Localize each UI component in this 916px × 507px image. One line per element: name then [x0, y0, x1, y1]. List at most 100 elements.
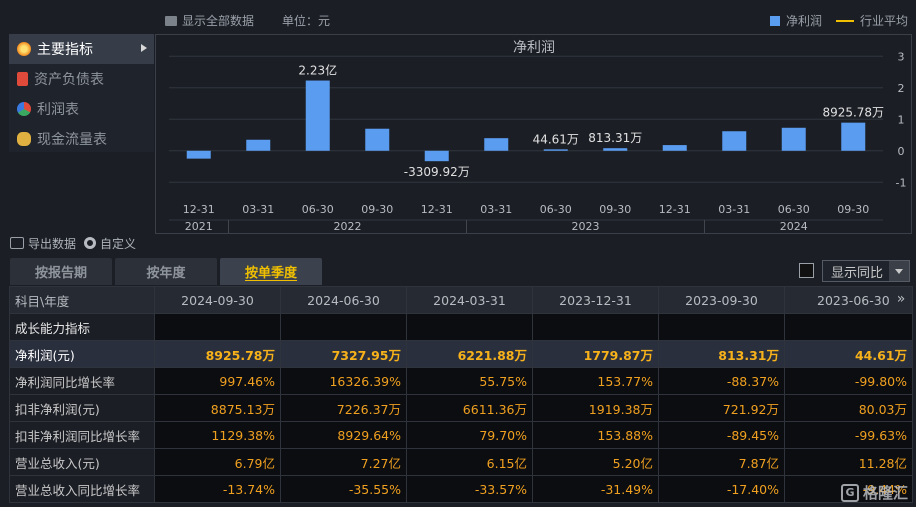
unit-label: 单位：元 — [282, 14, 331, 28]
bar — [603, 148, 628, 151]
tab-by-report-period[interactable]: 按报告期 — [10, 258, 112, 285]
table-cell: 80.03万 — [784, 394, 913, 422]
column-header[interactable]: 2024-03-31 — [406, 286, 533, 314]
period-tabs: 按报告期 按年度 按单季度 — [10, 258, 322, 285]
net-profit-chart: 3 2 1 0 -1 净利润 12-31 03-31 2.23亿 06-30 09-30 -3309.… — [155, 34, 912, 234]
legend-line-swatch — [835, 19, 854, 22]
x-tick-label: 09-30 — [361, 203, 393, 216]
section-label: 成长能力指标 — [9, 313, 155, 341]
table-row[interactable]: 营业总收入(元) 6.79亿 7.27亿 6.15亿 5.20亿 7.87亿 11.28亿 — [9, 448, 913, 476]
sidebar-item-label: 主要指标 — [37, 42, 93, 58]
column-header[interactable]: 2024-06-30 — [280, 286, 407, 314]
table-cell — [406, 313, 533, 341]
net-profit-chart-svg: 3 2 1 0 -1 净利润 12-31 03-31 2.23亿 06-30 09-30 -3309.… — [169, 40, 907, 233]
export-data-label: 导出数据 — [28, 236, 77, 251]
pie-icon — [17, 102, 31, 116]
y-tick-label: 1 — [898, 113, 905, 126]
table-cell: -88.37% — [658, 367, 785, 395]
table-cell: 79.70% — [406, 421, 533, 449]
table-cell: 44.61万 — [784, 340, 913, 368]
bar — [662, 145, 687, 151]
compare-dropdown-value: 显示同比 — [831, 265, 884, 281]
table-cell: -99.63% — [784, 421, 913, 449]
show-all-data-toggle[interactable]: 显示全部数据 — [165, 12, 254, 29]
row-label: 营业总收入(元) — [9, 448, 155, 476]
sidebar-item-income-statement[interactable]: 利润表 — [9, 94, 154, 124]
tab-by-year[interactable]: 按年度 — [115, 258, 217, 285]
column-header-last[interactable]: 2023-06-30 » — [784, 286, 913, 314]
table-cell: 7.27亿 — [280, 448, 407, 476]
table-cell — [658, 313, 785, 341]
row-label: 扣非净利润同比增长率 — [9, 421, 155, 449]
table-cell: 11.28亿 — [784, 448, 913, 476]
column-header-label: 2023-06-30 — [817, 292, 890, 308]
table-cell: -9.44% — [784, 475, 913, 503]
x-tick-label: 03-31 — [242, 203, 274, 216]
bar — [424, 150, 449, 162]
data-label: -3309.92万 — [404, 165, 470, 179]
bar — [186, 150, 211, 159]
tab-by-quarter[interactable]: 按单季度 — [220, 258, 322, 285]
sidebar-item-label: 利润表 — [37, 102, 79, 118]
x-tick-label: 06-30 — [540, 203, 572, 216]
table-cell: 6221.88万 — [406, 340, 533, 368]
y-tick-label: -1 — [896, 176, 907, 189]
row-label: 净利润(元) — [9, 340, 155, 368]
sidebar-item-main-indicators[interactable]: 主要指标 — [9, 34, 154, 64]
table-cell: 1779.87万 — [532, 340, 659, 368]
gear-icon — [84, 237, 97, 249]
table-cell: 16326.39% — [280, 367, 407, 395]
column-header[interactable]: 2023-09-30 — [658, 286, 785, 314]
table-cell: 153.77% — [532, 367, 659, 395]
x-tick-label: 12-31 — [659, 203, 691, 216]
data-toolbar: 导出数据 自定义 — [10, 234, 136, 252]
table-row[interactable]: 净利润(元) 8925.78万 7327.95万 6221.88万 1779.87万 81… — [9, 340, 913, 368]
sidebar-item-cash-flow[interactable]: 现金流量表 — [9, 124, 154, 154]
table-cell: 8925.78万 — [154, 340, 281, 368]
column-header[interactable]: 2024-09-30 — [154, 286, 281, 314]
table-cell: -13.74% — [154, 475, 281, 503]
chevron-down-icon[interactable] — [889, 261, 909, 281]
table-cell: 6.79亿 — [154, 448, 281, 476]
top-bar: 显示全部数据 单位：元 净利润 行业平均 — [0, 0, 916, 36]
sidebar-item-balance-sheet[interactable]: 资产负债表 — [9, 64, 154, 94]
x-tick-label: 12-31 — [421, 203, 453, 216]
bar — [841, 122, 866, 151]
customize-button[interactable]: 自定义 — [84, 235, 136, 252]
x-tick-label: 12-31 — [183, 203, 215, 216]
table-cell: 5.20亿 — [532, 448, 659, 476]
data-label: 2.23亿 — [298, 63, 337, 78]
compare-dropdown[interactable]: 显示同比 — [822, 260, 910, 282]
x-tick-label: 06-30 — [778, 203, 810, 216]
table-row[interactable]: 扣非净利润(元) 8875.13万 7226.37万 6611.36万 1919.38万… — [9, 394, 913, 422]
column-header[interactable]: 2023-12-31 — [532, 286, 659, 314]
year-label: 2023 — [572, 220, 600, 233]
table-cell: 8929.64% — [280, 421, 407, 449]
scroll-right-icon[interactable]: » — [896, 291, 906, 307]
export-data-button[interactable]: 导出数据 — [10, 235, 76, 252]
chart-title: 净利润 — [513, 40, 555, 56]
table-cell: 813.31万 — [658, 340, 785, 368]
table-cell: 1919.38万 — [532, 394, 659, 422]
table-cell — [280, 313, 407, 341]
year-label: 2024 — [780, 220, 808, 233]
legend-line-label[interactable]: 行业平均 — [859, 14, 908, 28]
sidebar-nav: 主要指标 资产负债表 利润表 现金流量表 — [9, 34, 154, 152]
y-tick-label: 3 — [898, 50, 905, 63]
x-tick-label: 06-30 — [302, 203, 334, 216]
x-tick-label: 03-31 — [718, 203, 750, 216]
compare-checkbox[interactable] — [799, 263, 814, 278]
column-header-subject: 科目\年度 — [9, 286, 155, 314]
table-row[interactable]: 扣非净利润同比增长率 1129.38% 8929.64% 79.70% 153.88% -… — [9, 421, 913, 449]
document-icon — [17, 72, 28, 86]
legend-bar-label[interactable]: 净利润 — [785, 14, 822, 28]
table-cell: 6.15亿 — [406, 448, 533, 476]
table-row[interactable]: 营业总收入同比增长率 -13.74% -35.55% -33.57% -31.49% -1… — [9, 475, 913, 503]
monitor-icon — [165, 15, 177, 26]
data-label: 813.31万 — [588, 131, 642, 145]
table-cell: 997.46% — [154, 367, 281, 395]
table-row[interactable]: 净利润同比增长率 997.46% 16326.39% 55.75% 153.77% -88… — [9, 367, 913, 395]
bar — [781, 127, 806, 151]
table-cell: -35.55% — [280, 475, 407, 503]
chart-legend: 净利润 行业平均 — [769, 12, 908, 29]
